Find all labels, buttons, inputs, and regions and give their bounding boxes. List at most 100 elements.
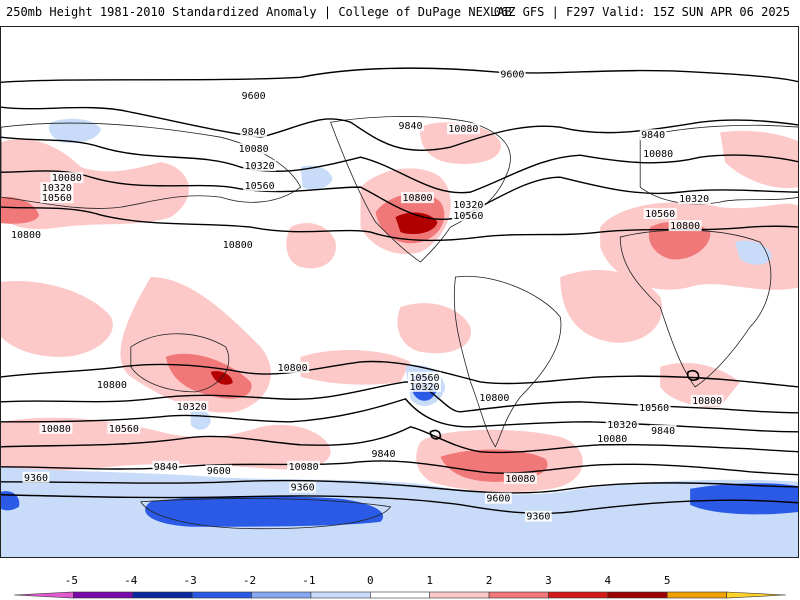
contour-label-bg <box>40 192 74 204</box>
colorbar-tick-label: -3 <box>184 574 197 587</box>
colorbar-swatch <box>13 591 74 599</box>
contour-label-bg <box>107 422 141 434</box>
negative-anomaly-strong <box>1 375 798 527</box>
height-contours <box>1 67 798 515</box>
colorbar-swatch <box>488 591 549 599</box>
contour-label: 10320 <box>679 194 709 205</box>
colorbar-blocks <box>13 591 787 599</box>
contour-label: 10080 <box>239 144 269 155</box>
contour-label: 10560 <box>645 209 675 220</box>
contour-label: 10560 <box>639 403 669 414</box>
contour-label-bg <box>639 129 667 141</box>
anomaly-colorbar: -5 -4 -3 -2 -1 0 1 2 3 4 5 <box>13 574 787 599</box>
eurasia-outline <box>1 122 302 209</box>
contour-label-bg <box>451 199 485 211</box>
contour-label: 9840 <box>651 426 675 437</box>
colorbar-swatch <box>132 591 193 599</box>
australia-outline <box>130 333 230 393</box>
contour-label: 10800 <box>223 240 253 251</box>
contour-label: 9360 <box>526 512 550 523</box>
contour-label-bg <box>205 464 233 476</box>
europe-outline <box>639 124 798 205</box>
contour-label-bg <box>370 447 397 459</box>
contour-label: 9600 <box>207 466 231 477</box>
contour-label-bg <box>477 391 511 403</box>
coastlines <box>1 116 798 530</box>
contour-label-bg <box>400 192 434 204</box>
contour-label: 10320 <box>177 402 207 413</box>
colorbar-swatch <box>548 591 609 599</box>
contour-label: 10560 <box>245 181 275 192</box>
contour-label-bg <box>276 361 310 373</box>
colorbar-swatch <box>191 591 252 599</box>
contour-label-bg <box>498 68 526 80</box>
contour-label: 10320 <box>42 183 72 194</box>
contour-label-bg <box>641 148 675 160</box>
contour-label-bg <box>240 90 268 102</box>
north-america-outline <box>330 116 511 263</box>
contour-label-bg <box>243 180 277 192</box>
contour-label-bg <box>595 432 629 444</box>
contour-label-bg <box>40 182 74 194</box>
contour-label: 9840 <box>398 121 422 132</box>
contour-label: 10320 <box>245 161 275 172</box>
contour-label-bg <box>649 424 677 436</box>
contour-label: 10080 <box>448 124 478 135</box>
contour-label: 10080 <box>52 173 82 184</box>
contour-label-bg <box>484 492 512 504</box>
contour-label: 9840 <box>372 449 396 460</box>
contour-label-bg <box>690 394 724 406</box>
contour-label-bg <box>175 400 209 412</box>
contour-label-bg <box>397 120 424 132</box>
contour-label: 10080 <box>505 474 535 485</box>
contour-label-bg <box>287 460 321 472</box>
contour-label-bg <box>243 160 277 172</box>
contour-label: 10800 <box>11 230 41 241</box>
contour-label: 9840 <box>242 127 266 138</box>
colorbar-tick-label: 2 <box>486 574 493 587</box>
colorbar-swatch <box>666 591 727 599</box>
contour-label-bg <box>407 371 441 383</box>
contour-label: 10320 <box>409 382 439 393</box>
contour-label-bg <box>9 229 43 241</box>
contour-label-bg <box>22 471 50 483</box>
contour-label-bg <box>50 172 84 184</box>
colorbar-swatch <box>370 591 430 599</box>
colorbar-tick-label: 5 <box>664 574 671 587</box>
contour-label: 10080 <box>41 424 71 435</box>
contour-label: 9840 <box>154 462 178 473</box>
contour-label-bg <box>152 460 180 472</box>
contour-label: 10560 <box>409 373 439 384</box>
contour-label: 10080 <box>289 462 319 473</box>
model-run-info: 06Z GFS | F297 Valid: 15Z SUN APR 06 202… <box>493 5 790 19</box>
contour-label: 9840 <box>641 130 665 141</box>
colorbar-tick-label: 0 <box>367 574 374 587</box>
colorbar-swatch <box>251 591 312 599</box>
contour-label: 10800 <box>692 396 722 407</box>
colorbar-swatch <box>429 591 490 599</box>
contour-label-bg <box>95 378 129 390</box>
contour-label-bg <box>39 422 73 434</box>
contour-label: 10560 <box>453 211 483 222</box>
colorbar-tick-label: 1 <box>426 574 433 587</box>
colorbar-tick-label: -4 <box>124 574 138 587</box>
colorbar-swatch <box>73 591 134 599</box>
contour-label: 10800 <box>278 363 308 374</box>
contour-label-bg <box>643 208 677 220</box>
colorbar-swatch <box>607 591 668 599</box>
contour-label: 10320 <box>453 200 483 211</box>
contour-label: 10320 <box>607 420 637 431</box>
contour-label-bg <box>289 481 317 493</box>
colorbar-ticks: -5 -4 -3 -2 -1 0 1 2 3 4 5 <box>65 574 671 587</box>
contour-label: 10800 <box>670 221 700 232</box>
contour-label-bg <box>677 193 711 205</box>
contour-label: 9360 <box>24 473 48 484</box>
contour-label-bg <box>503 472 537 484</box>
contour-label-bg <box>668 220 702 232</box>
map-panel[interactable]: 9600 9600 9840 10080 9840 9840 10080 10080 10320… <box>0 26 799 558</box>
contour-label-bg <box>637 401 671 413</box>
contour-label-bg <box>237 143 271 155</box>
contour-label: 9360 <box>291 483 315 494</box>
